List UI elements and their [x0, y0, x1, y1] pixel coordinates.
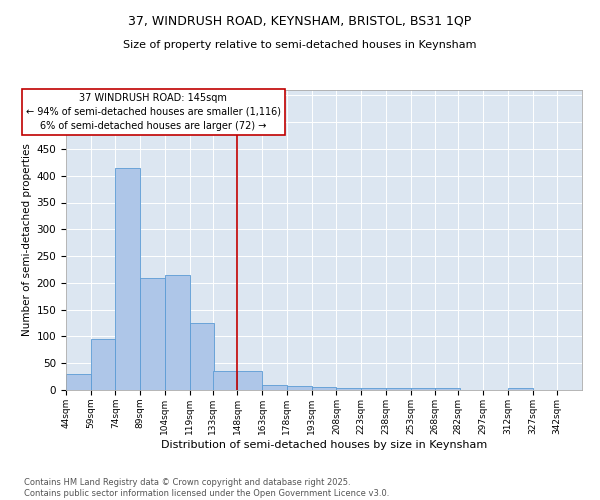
Text: 37 WINDRUSH ROAD: 145sqm
← 94% of semi-detached houses are smaller (1,116)
6% of: 37 WINDRUSH ROAD: 145sqm ← 94% of semi-d… — [26, 92, 281, 130]
Y-axis label: Number of semi-detached properties: Number of semi-detached properties — [22, 144, 32, 336]
Bar — [311, 388, 337, 390]
X-axis label: Distribution of semi-detached houses by size in Keynsham: Distribution of semi-detached houses by … — [161, 440, 487, 450]
Bar — [190, 323, 214, 390]
Bar — [287, 386, 311, 390]
Bar — [238, 371, 262, 390]
Bar — [213, 371, 238, 390]
Text: Contains HM Land Registry data © Crown copyright and database right 2025.
Contai: Contains HM Land Registry data © Crown c… — [24, 478, 389, 498]
Bar — [361, 388, 386, 390]
Text: 37, WINDRUSH ROAD, KEYNSHAM, BRISTOL, BS31 1QP: 37, WINDRUSH ROAD, KEYNSHAM, BRISTOL, BS… — [128, 15, 472, 28]
Bar — [508, 388, 533, 390]
Bar — [165, 275, 190, 390]
Bar — [115, 168, 140, 390]
Bar — [66, 374, 91, 390]
Bar — [386, 388, 410, 390]
Bar — [140, 278, 165, 390]
Text: Size of property relative to semi-detached houses in Keynsham: Size of property relative to semi-detach… — [123, 40, 477, 50]
Bar — [91, 339, 115, 390]
Bar — [262, 384, 287, 390]
Bar — [337, 388, 361, 390]
Bar — [435, 388, 460, 390]
Bar — [410, 388, 435, 390]
